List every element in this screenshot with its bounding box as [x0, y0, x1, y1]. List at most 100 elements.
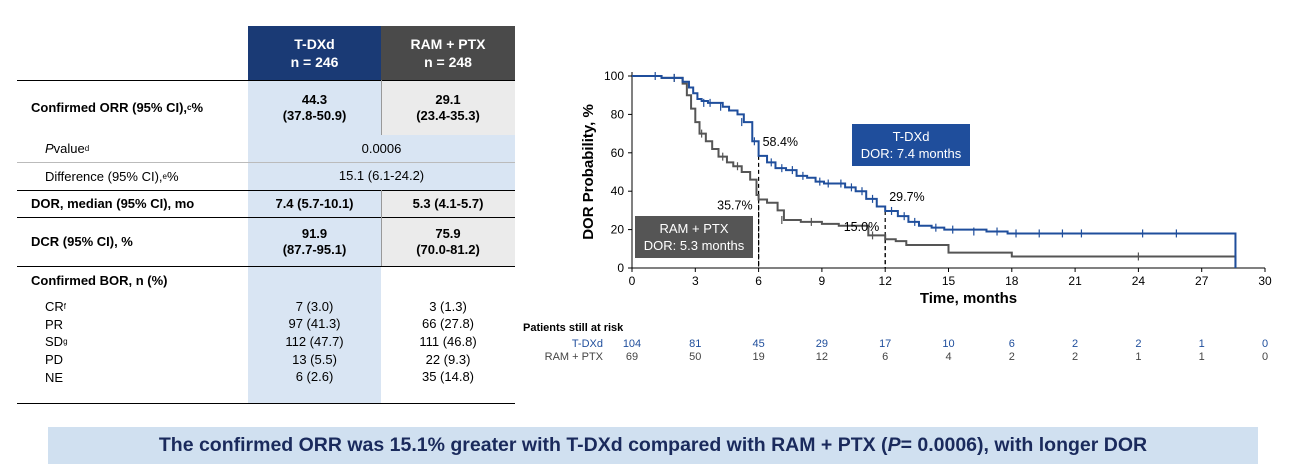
at-risk-value: 2 — [1072, 351, 1078, 363]
at-risk-value: 2 — [1072, 338, 1078, 350]
at-risk-value: 2 — [1009, 351, 1015, 363]
at-risk-value: 10 — [942, 338, 954, 350]
at-risk-value: 17 — [879, 338, 891, 350]
bor-ram-value: 3 (1.3) — [429, 298, 467, 314]
bor-label: PR — [45, 316, 64, 332]
series-label-name: RAM + PTX — [660, 221, 729, 236]
dor-label: DOR, median (95% CI), mo — [31, 196, 195, 211]
divider — [17, 190, 515, 191]
at-risk-value: 19 — [752, 351, 764, 363]
at-risk-value: 29 — [816, 338, 828, 350]
at-risk-value: 12 — [816, 351, 828, 363]
landmark-label: 29.7% — [889, 190, 924, 204]
dor-km-chart: 0 3 6 9 12 15 18 21 24 27 30 0 20 40 60 80 100 Time, mont… — [515, 60, 1305, 370]
at-risk-value: 2 — [1135, 338, 1141, 350]
tdxd-n: n = 246 — [290, 54, 339, 70]
bor-label: PD — [45, 352, 64, 368]
ram-dor-fill — [381, 190, 515, 217]
at-risk-value: 1 — [1199, 351, 1205, 363]
at-risk-value: 45 — [752, 338, 764, 350]
bor-tdxd-value: 7 (3.0) — [295, 298, 334, 314]
x-tick-label: 27 — [1195, 274, 1209, 288]
pvalue-label: P value d — [45, 141, 90, 156]
landmark-label: 15.0% — [844, 220, 879, 234]
orr-label: Confirmed ORR (95% CI), c % — [31, 100, 204, 115]
divider — [17, 266, 515, 267]
dcr-ram: 75.9 (70.0-81.2) — [416, 225, 480, 257]
series-label-dor: DOR: 5.3 months — [644, 238, 745, 253]
y-axis-label: DOR Probability, % — [580, 104, 597, 240]
at-risk-value: 104 — [623, 338, 641, 350]
bor-ram-value: 22 (9.3) — [425, 351, 471, 367]
orr-tdxd: 44.3 (37.8-50.9) — [282, 91, 347, 123]
bor-label: NE — [45, 369, 64, 385]
x-tick-label: 0 — [629, 274, 636, 288]
km-curve-ram-ptx — [632, 75, 1237, 268]
dcr-tdxd: 91.9 (87.7-95.1) — [282, 225, 347, 257]
km-curve-tdxd — [632, 75, 1237, 268]
ram-n: n = 248 — [424, 54, 472, 70]
ram-name: RAM + PTX — [410, 36, 486, 52]
at-risk-row-label: T-DXd — [572, 338, 603, 350]
at-risk-value: 6 — [1009, 338, 1015, 350]
at-risk-value: 1 — [1135, 351, 1141, 363]
x-tick-label: 18 — [1005, 274, 1019, 288]
dor-tdxd: 7.4 (5.7-10.1) — [275, 195, 354, 211]
y-tick-label: 60 — [611, 146, 625, 160]
landmark-label: 58.4% — [763, 135, 798, 149]
at-risk-value: 0 — [1262, 351, 1268, 363]
y-tick-label: 40 — [611, 184, 625, 198]
bor-label: SD g — [45, 334, 68, 350]
y-tick-label: 80 — [611, 107, 625, 121]
difference-label: Difference (95% CI), e % — [45, 168, 179, 184]
landmark-label: 35.7% — [717, 198, 752, 212]
series-label-name: T-DXd — [893, 129, 930, 144]
x-tick-label: 24 — [1132, 274, 1146, 288]
divider — [17, 162, 515, 163]
orr-ram: 29.1 (23.4-35.3) — [416, 91, 480, 123]
bor-ram-fill — [381, 266, 515, 404]
y-tick-label: 0 — [617, 261, 624, 275]
bor-ram-value: 66 (27.8) — [421, 316, 475, 332]
dcr-label: DCR (95% CI), % — [31, 234, 133, 249]
bor-tdxd-value: 13 (5.5) — [292, 351, 337, 367]
x-tick-label: 9 — [819, 274, 826, 288]
at-risk-value: 1 — [1199, 338, 1205, 350]
x-tick-label: 15 — [942, 274, 956, 288]
at-risk-value: 69 — [626, 351, 638, 363]
series-label-dor: DOR: 7.4 months — [861, 146, 962, 161]
x-tick-label: 30 — [1258, 274, 1272, 288]
series-label-box — [635, 216, 753, 258]
column-divider — [381, 80, 382, 135]
y-tick-label: 20 — [611, 223, 625, 237]
at-risk-value: 6 — [882, 351, 888, 363]
at-risk-title: Patients still at risk — [523, 322, 624, 334]
divider — [17, 403, 515, 404]
conclusion-banner: The confirmed ORR was 15.1% greater with… — [48, 427, 1258, 464]
y-tick-label: 100 — [604, 69, 624, 83]
x-tick-label: 21 — [1068, 274, 1082, 288]
bor-ram-value: 35 (14.8) — [421, 369, 475, 385]
divider — [17, 80, 515, 81]
series-label-box — [852, 124, 970, 166]
dor-ram: 5.3 (4.1-5.7) — [412, 195, 484, 211]
bor-label: CR f — [45, 299, 67, 315]
bor-tdxd-value: 6 (2.6) — [295, 369, 334, 385]
pvalue-value: 0.0006 — [361, 140, 402, 156]
column-divider — [381, 190, 382, 266]
at-risk-value: 50 — [689, 351, 701, 363]
x-tick-label: 3 — [692, 274, 699, 288]
divider — [17, 217, 515, 218]
at-risk-value: 81 — [689, 338, 701, 350]
bor-tdxd-value: 112 (47.7) — [285, 333, 344, 349]
at-risk-value: 4 — [945, 351, 951, 363]
x-tick-label: 6 — [755, 274, 762, 288]
bor-header: Confirmed BOR, n (%) — [31, 272, 168, 288]
difference-value: 15.1 (6.1-24.2) — [338, 168, 425, 183]
results-table: T-DXd n = 246 RAM + PTX n = 248 Confirme… — [17, 26, 515, 404]
at-risk-value: 0 — [1262, 338, 1268, 350]
at-risk-row-label: RAM + PTX — [545, 351, 604, 363]
x-tick-label: 12 — [879, 274, 893, 288]
tdxd-name: T-DXd — [294, 36, 335, 52]
